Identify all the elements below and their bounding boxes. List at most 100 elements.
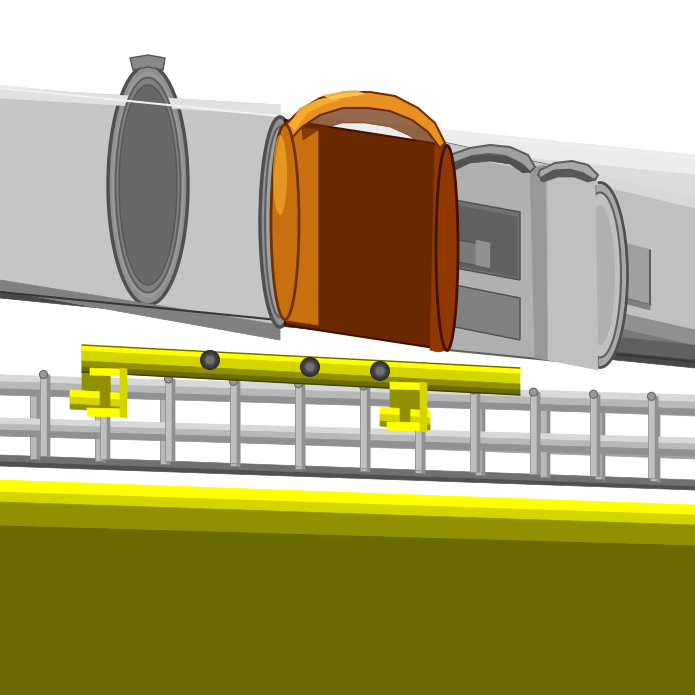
Polygon shape — [0, 418, 695, 444]
Polygon shape — [595, 402, 602, 480]
Polygon shape — [290, 96, 340, 130]
Polygon shape — [302, 384, 305, 466]
Polygon shape — [450, 145, 535, 172]
Ellipse shape — [359, 382, 368, 390]
Ellipse shape — [265, 127, 295, 317]
Ellipse shape — [305, 362, 315, 372]
Polygon shape — [95, 384, 102, 461]
Ellipse shape — [112, 72, 184, 297]
Polygon shape — [597, 394, 600, 477]
Ellipse shape — [470, 386, 477, 394]
Ellipse shape — [201, 351, 219, 369]
Polygon shape — [598, 185, 695, 330]
Polygon shape — [0, 480, 695, 515]
Polygon shape — [422, 388, 425, 471]
Polygon shape — [167, 386, 170, 465]
Polygon shape — [655, 396, 658, 479]
Polygon shape — [0, 280, 280, 340]
Polygon shape — [100, 377, 107, 459]
Polygon shape — [530, 165, 548, 360]
Polygon shape — [387, 422, 425, 431]
Polygon shape — [165, 379, 172, 461]
Polygon shape — [458, 240, 490, 268]
Polygon shape — [30, 381, 37, 459]
Polygon shape — [107, 377, 110, 459]
Polygon shape — [295, 384, 302, 466]
Polygon shape — [455, 285, 520, 340]
Polygon shape — [548, 165, 598, 370]
Polygon shape — [82, 351, 520, 384]
Polygon shape — [0, 135, 695, 240]
Polygon shape — [90, 368, 120, 376]
Polygon shape — [422, 395, 425, 474]
Polygon shape — [0, 382, 695, 408]
Polygon shape — [172, 379, 175, 461]
Ellipse shape — [260, 117, 300, 327]
Polygon shape — [540, 400, 547, 477]
Polygon shape — [295, 391, 302, 468]
Polygon shape — [452, 155, 530, 173]
Polygon shape — [600, 235, 650, 305]
Polygon shape — [285, 120, 448, 350]
Polygon shape — [530, 392, 537, 474]
Polygon shape — [0, 88, 280, 340]
Polygon shape — [0, 170, 695, 275]
Polygon shape — [0, 389, 695, 415]
Polygon shape — [477, 390, 480, 473]
Polygon shape — [430, 143, 448, 352]
Polygon shape — [0, 375, 695, 404]
Polygon shape — [415, 388, 422, 470]
Ellipse shape — [119, 85, 177, 285]
Polygon shape — [547, 400, 550, 478]
Ellipse shape — [436, 145, 458, 350]
Polygon shape — [0, 375, 695, 401]
Ellipse shape — [295, 379, 302, 388]
Ellipse shape — [205, 355, 215, 365]
Ellipse shape — [414, 384, 423, 392]
Polygon shape — [230, 389, 237, 466]
Polygon shape — [120, 368, 127, 418]
Polygon shape — [0, 379, 695, 410]
Polygon shape — [367, 393, 370, 472]
Ellipse shape — [530, 388, 537, 396]
Polygon shape — [0, 260, 695, 345]
Polygon shape — [130, 55, 165, 70]
Polygon shape — [87, 408, 125, 417]
Ellipse shape — [589, 390, 598, 398]
Polygon shape — [302, 391, 305, 470]
Ellipse shape — [273, 135, 287, 215]
Ellipse shape — [271, 124, 299, 320]
Ellipse shape — [573, 183, 628, 368]
Polygon shape — [160, 386, 167, 464]
Polygon shape — [390, 362, 420, 412]
Polygon shape — [70, 404, 120, 412]
Polygon shape — [82, 345, 520, 374]
Polygon shape — [380, 407, 430, 418]
Polygon shape — [70, 390, 120, 400]
Polygon shape — [648, 396, 655, 478]
Polygon shape — [600, 292, 650, 310]
Polygon shape — [482, 397, 485, 476]
Polygon shape — [237, 382, 240, 464]
Polygon shape — [0, 460, 695, 490]
Polygon shape — [400, 390, 410, 422]
Polygon shape — [380, 414, 430, 425]
Polygon shape — [0, 418, 695, 447]
Polygon shape — [0, 428, 695, 459]
Polygon shape — [0, 455, 695, 486]
Polygon shape — [82, 361, 520, 390]
Polygon shape — [0, 385, 695, 416]
Polygon shape — [476, 240, 490, 268]
Polygon shape — [237, 389, 240, 467]
Polygon shape — [230, 382, 237, 464]
Polygon shape — [37, 381, 40, 460]
Polygon shape — [602, 402, 605, 480]
Polygon shape — [47, 375, 50, 457]
Ellipse shape — [301, 358, 319, 376]
Polygon shape — [380, 421, 430, 430]
Polygon shape — [445, 143, 598, 365]
Polygon shape — [40, 375, 47, 457]
Ellipse shape — [99, 373, 108, 381]
Polygon shape — [70, 397, 120, 407]
Ellipse shape — [165, 375, 172, 383]
